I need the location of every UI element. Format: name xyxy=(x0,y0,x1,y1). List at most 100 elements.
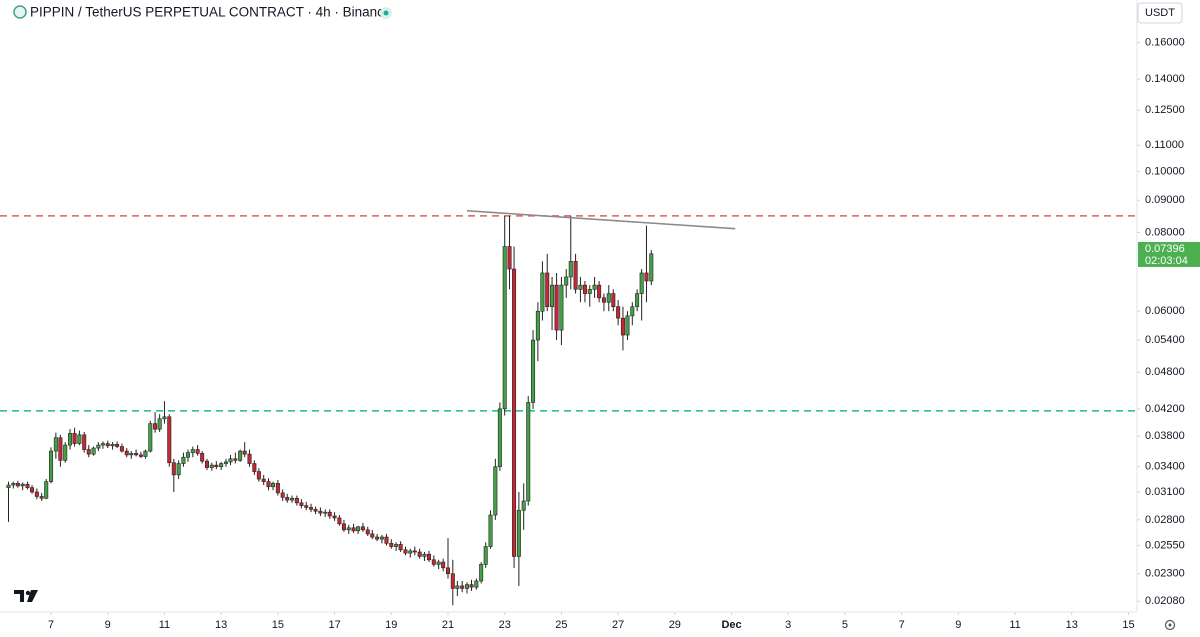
candle-body xyxy=(63,444,68,461)
candle xyxy=(412,546,417,556)
candle xyxy=(200,451,205,464)
candle-body xyxy=(445,567,450,575)
candle-body xyxy=(531,339,536,403)
candle-body xyxy=(247,453,252,464)
candle-body xyxy=(483,546,488,565)
candle-body xyxy=(11,483,16,486)
candle-body xyxy=(323,511,328,514)
candle xyxy=(431,555,436,567)
candle xyxy=(68,429,73,450)
candle-body xyxy=(171,462,176,476)
candle xyxy=(44,479,49,500)
candle xyxy=(219,461,224,470)
candle xyxy=(384,533,389,546)
x-tick-label: 27 xyxy=(612,619,624,631)
chart-title: PIPPIN / TetherUS PERPETUAL CONTRACT · 4… xyxy=(30,5,391,20)
candle-body xyxy=(266,481,271,488)
candle-body xyxy=(578,284,583,290)
currency-label[interactable]: USDT xyxy=(1145,7,1175,19)
last-price-box xyxy=(1138,241,1200,267)
candle-body xyxy=(167,416,172,464)
candle xyxy=(148,420,153,453)
candle-body xyxy=(285,497,290,501)
candle-body xyxy=(115,444,120,447)
candle-body xyxy=(398,544,403,551)
candle-body xyxy=(82,434,87,450)
y-tick-label: 0.10000 xyxy=(1145,165,1185,177)
candle-body xyxy=(540,272,545,312)
x-tick-label: 11 xyxy=(159,619,170,631)
candle-body xyxy=(15,483,20,487)
candle xyxy=(351,523,356,533)
candle-body xyxy=(455,585,460,589)
x-tick-label: 3 xyxy=(785,619,791,631)
candle-body xyxy=(469,584,474,588)
candle-body xyxy=(389,543,394,547)
candle xyxy=(271,481,276,491)
candle xyxy=(554,272,559,341)
candle xyxy=(394,542,399,551)
candle xyxy=(474,578,479,590)
candle-body xyxy=(460,585,465,589)
candle-body xyxy=(422,553,427,557)
candle xyxy=(493,458,498,520)
candle-body xyxy=(162,416,167,420)
currency-button[interactable] xyxy=(1137,2,1183,24)
candle xyxy=(450,559,455,606)
candle-body xyxy=(394,544,399,547)
candle xyxy=(34,488,39,500)
candle-body xyxy=(318,510,323,514)
candle xyxy=(100,441,105,449)
candle-body xyxy=(219,463,224,468)
candle xyxy=(422,552,427,561)
candle-body xyxy=(124,450,129,456)
y-tick-label: 0.06000 xyxy=(1145,305,1185,317)
candle xyxy=(568,215,573,290)
candle-body xyxy=(564,276,569,286)
candle-body xyxy=(346,527,351,531)
candle xyxy=(403,546,408,556)
candle-body xyxy=(644,272,649,282)
candle xyxy=(341,519,346,532)
candle xyxy=(299,499,304,509)
y-tick-label: 0.08000 xyxy=(1145,226,1185,238)
candle xyxy=(58,434,63,467)
x-tick-label: 21 xyxy=(442,619,454,631)
candle-body xyxy=(119,446,124,452)
candle xyxy=(39,492,44,501)
candle-body xyxy=(313,509,318,512)
candle-body xyxy=(25,483,30,488)
candle xyxy=(521,483,526,530)
candle xyxy=(582,281,587,303)
candle xyxy=(559,276,564,346)
candle-body xyxy=(431,559,436,565)
candle-body xyxy=(625,315,630,336)
candle xyxy=(365,526,370,536)
candle xyxy=(238,449,243,462)
candle xyxy=(143,449,148,459)
candle xyxy=(185,449,190,462)
candle-body xyxy=(143,450,148,457)
candle-body xyxy=(157,418,162,430)
candle-body xyxy=(474,580,479,588)
candle-body xyxy=(110,444,115,447)
candle-body xyxy=(53,437,58,452)
candle-body xyxy=(573,261,578,290)
candle xyxy=(309,503,314,513)
last-price-label: 0.07396 xyxy=(1145,243,1185,255)
candle-body xyxy=(341,523,346,531)
candle-body xyxy=(153,423,158,430)
candle xyxy=(408,548,413,558)
candle xyxy=(162,401,167,424)
candle-body xyxy=(209,464,214,468)
candle-body xyxy=(280,492,285,498)
settings-icon[interactable] xyxy=(1164,619,1176,631)
candle-body xyxy=(502,246,507,410)
candle xyxy=(545,253,550,312)
candle xyxy=(587,285,592,307)
candle xyxy=(134,449,139,457)
candle xyxy=(564,269,569,298)
candle xyxy=(460,580,465,593)
candle xyxy=(304,501,309,511)
